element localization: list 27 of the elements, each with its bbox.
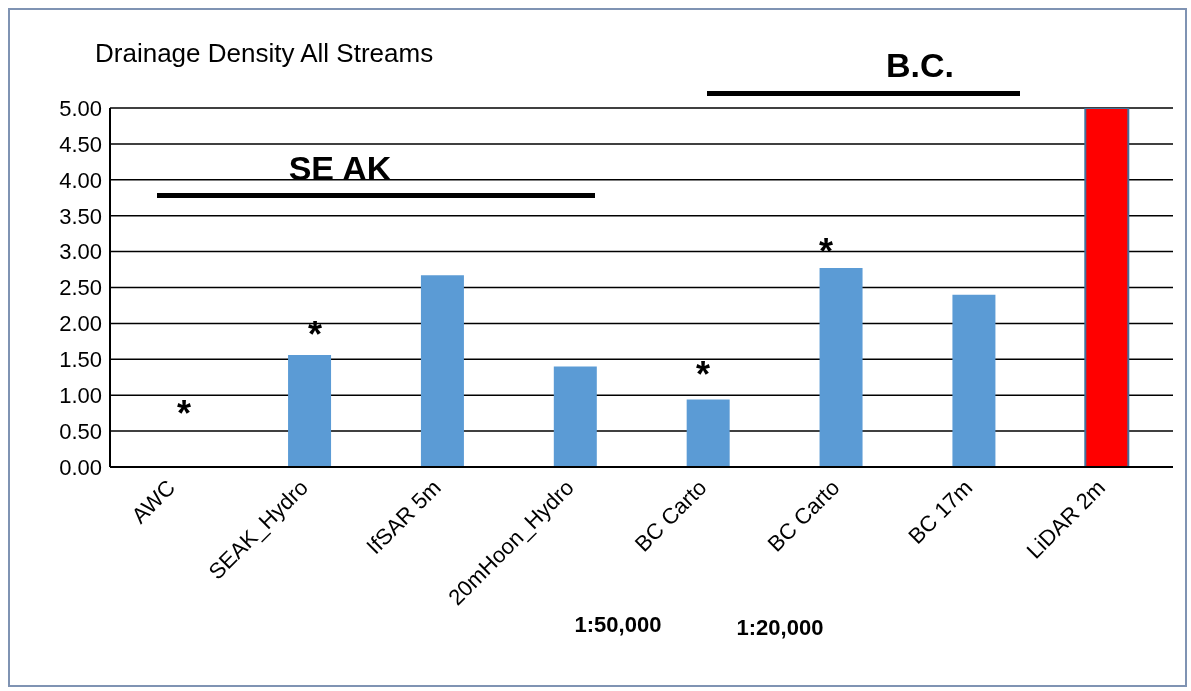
text: 1:50,000 [574, 612, 662, 637]
annotation: * [176, 393, 191, 434]
annotation: * [307, 313, 323, 357]
y-tick-label: 3.50 [59, 203, 102, 229]
y-tick-label: 2.00 [59, 311, 102, 337]
bar [1084, 108, 1130, 467]
y-tick-label: 4.50 [59, 131, 102, 157]
y-tick-label: 2.50 [59, 275, 102, 301]
y-tick-label: 4.00 [59, 167, 102, 193]
y-tick-label: 1.50 [59, 347, 102, 373]
text: 1:20,000 [736, 615, 824, 640]
text: B.C. [885, 45, 955, 86]
y-tick-label: 3.00 [59, 239, 102, 265]
bar [288, 354, 332, 467]
bar [819, 268, 863, 467]
x-tick-label: BC 17m [903, 474, 978, 549]
bar [420, 275, 464, 467]
bar [686, 399, 730, 467]
y-tick-label: 5.00 [59, 95, 102, 121]
annotation: * [818, 230, 834, 274]
y-tick-label: 0.50 [59, 418, 102, 444]
annotation: * [695, 353, 711, 397]
y-tick-label: 1.00 [59, 383, 102, 409]
y-tick-label: 0.00 [59, 454, 102, 480]
bar [553, 366, 597, 467]
chart-title: Drainage Density All Streams [95, 38, 434, 69]
bar [952, 294, 996, 467]
